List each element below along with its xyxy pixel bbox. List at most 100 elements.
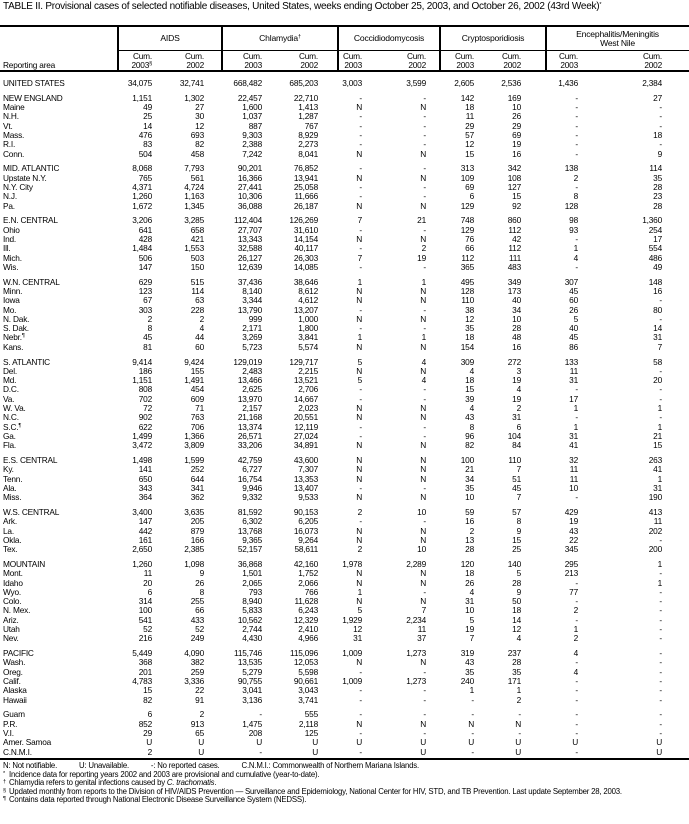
value-cell: 2 <box>357 506 363 517</box>
value-cell: 259 <box>190 666 204 677</box>
value-cell: 4,371 <box>132 181 152 192</box>
table-row: Conn. 504 458 7,242 8,041 N N 15 16 - 9 <box>0 148 689 159</box>
table-row: Fla. 3,472 3,809 33,206 34,891 N N 82 84 41 15 <box>0 440 689 450</box>
reporting-area-name: Utah <box>3 624 20 635</box>
reporting-area-cell: Kans. <box>0 341 118 352</box>
value-cell: 314 <box>138 596 152 607</box>
value-cell: 2,066 <box>298 577 318 588</box>
value-cell: 5,833 <box>242 605 262 616</box>
value-cell: 26 <box>512 111 521 122</box>
table-row: Ohio 641 658 27,707 31,610 - - 129 112 93 254 <box>0 224 689 235</box>
value-cell: - <box>359 243 362 254</box>
value-cell: - <box>659 568 662 579</box>
value-cell: 22 <box>569 534 578 545</box>
reporting-area-cell: Miss. <box>0 493 118 502</box>
reporting-area-cell: Idaho <box>0 578 118 588</box>
subcolumn-year-text: 2002 <box>503 59 521 70</box>
value-cell: 77 <box>569 586 578 597</box>
value-cell: 8,068 <box>132 163 152 174</box>
value-cell: 18 <box>465 102 474 113</box>
value-cell: 23 <box>653 191 662 202</box>
value-cell: 237 <box>507 648 521 659</box>
value-cell: 2 <box>199 313 205 324</box>
reporting-area-name: Conn. <box>3 148 25 159</box>
value-cell: 52 <box>143 624 152 635</box>
value-cell: 142 <box>460 92 474 103</box>
value-cell: 5 <box>357 605 363 616</box>
value-cell: 1,009 <box>342 648 362 659</box>
value-cell: 4,612 <box>298 295 318 306</box>
reporting-area-cell: Ga. <box>0 431 118 441</box>
table-row: Tex. 2,650 2,385 52,157 58,611 2 10 28 25 345 200 <box>0 544 689 555</box>
value-cell: 2,234 <box>406 614 426 625</box>
value-cell: 7 <box>357 252 363 263</box>
value-cell: 28 <box>465 544 474 555</box>
reporting-area-cell: Pa. <box>0 201 118 211</box>
value-cell: 8,041 <box>298 148 318 159</box>
value-cell: N <box>356 568 362 579</box>
table-row: S.C.¶ 622 706 13,374 12,119 - - 8 6 1 1 <box>0 421 689 432</box>
value-cell: 1 <box>657 403 663 413</box>
value-cell: 34,075 <box>127 78 152 88</box>
value-cell: N <box>356 525 362 536</box>
reporting-area-header: Reporting area <box>3 60 56 71</box>
reporting-area-name: S.C. <box>3 421 19 432</box>
value-cell: 43 <box>465 657 474 668</box>
table-row: Iowa 67 63 3,344 4,612 N N 110 40 60 - <box>0 295 689 306</box>
value-cell: 22,710 <box>293 92 318 103</box>
value-cell: - <box>423 92 426 103</box>
value-cell: 4 <box>469 403 475 413</box>
value-cell: 26,571 <box>237 430 262 441</box>
subcolumn-year-text: 2002 <box>186 59 204 70</box>
table-row: Mont. 11 9 1,501 1,752 N N 18 5 213 - <box>0 568 689 579</box>
reporting-area-cell: Calif. <box>0 676 118 686</box>
reporting-area-cell: MOUNTAIN <box>0 559 118 569</box>
value-cell: 125 <box>304 728 318 738</box>
value-cell: 4 <box>469 586 475 597</box>
value-cell: N <box>420 596 426 607</box>
reporting-area-cell: PACIFIC <box>0 648 118 658</box>
value-cell: - <box>659 139 662 150</box>
reporting-area-name: Ohio <box>3 224 20 235</box>
value-cell: 15 <box>465 384 474 395</box>
reporting-area-name: Alaska <box>3 685 27 696</box>
value-cell: 6 <box>147 586 153 597</box>
reporting-area-name: Nebr. <box>3 332 22 343</box>
subcolumn-year: 2002 <box>262 60 318 70</box>
value-cell: U <box>572 737 578 748</box>
reporting-area-name: W. Va. <box>3 403 26 413</box>
value-cell: 43,600 <box>293 454 318 465</box>
value-cell: - <box>575 412 578 423</box>
reporting-area-cell: C.N.M.I. <box>0 747 118 757</box>
value-cell: - <box>575 181 578 192</box>
value-cell: 18 <box>653 129 662 140</box>
value-cell: 112 <box>508 224 521 235</box>
value-cell: 1,345 <box>184 200 204 211</box>
value-cell: 5 <box>573 313 579 324</box>
value-cell: - <box>359 516 362 527</box>
value-cell: 34 <box>465 473 474 484</box>
value-cell: - <box>423 728 426 738</box>
reporting-area-name: Kans. <box>3 341 24 352</box>
subcolumn-year-text: 2003 <box>456 59 474 70</box>
value-cell: 313 <box>460 163 474 174</box>
value-cell: 91 <box>195 694 204 705</box>
value-cell: 4 <box>516 384 522 395</box>
value-cell: 66 <box>465 243 474 254</box>
value-cell: 90,755 <box>237 676 262 687</box>
reporting-area-name: W.N. CENTRAL <box>3 276 60 287</box>
value-cell: 21,168 <box>237 412 262 423</box>
value-cell: N <box>356 534 362 545</box>
value-cell: 16,366 <box>237 172 262 183</box>
value-cell: 1 <box>573 421 579 432</box>
reporting-area-name: N.C. <box>3 412 19 423</box>
value-cell: N <box>420 492 426 503</box>
value-cell: 644 <box>190 473 204 484</box>
value-cell: 763 <box>190 412 204 423</box>
value-cell: - <box>659 384 662 395</box>
reporting-area-cell: Ind. <box>0 234 118 244</box>
value-cell: 21 <box>653 430 662 441</box>
value-cell: 28 <box>512 577 521 588</box>
table-footer: N: Not notifiable. U: Unavailable. -: No r… <box>3 761 687 805</box>
value-cell: 2 <box>147 746 153 757</box>
